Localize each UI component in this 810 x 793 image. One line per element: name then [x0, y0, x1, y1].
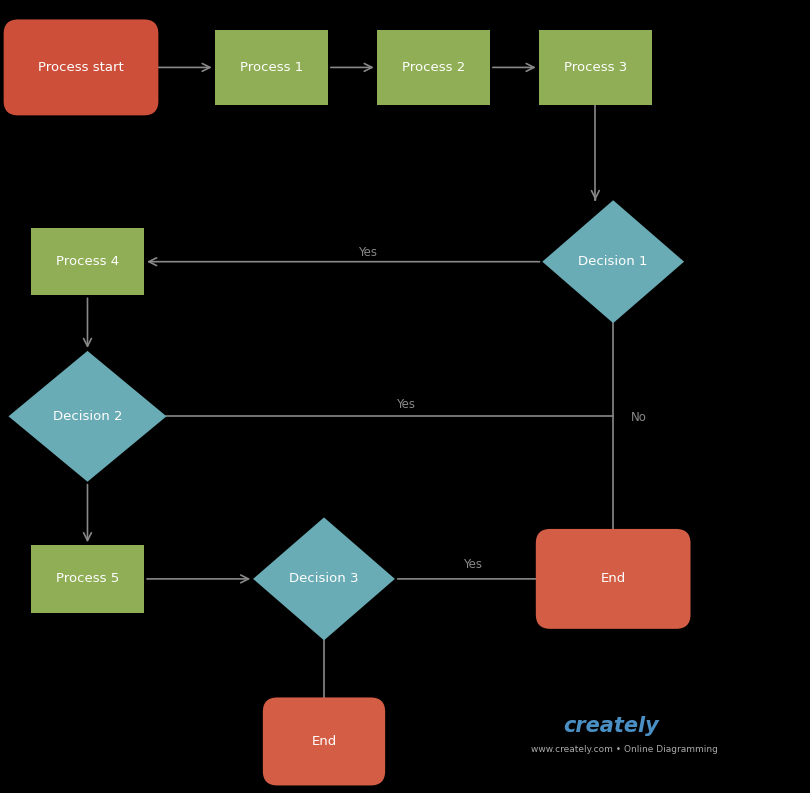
- FancyBboxPatch shape: [535, 529, 690, 629]
- Text: End: End: [600, 573, 626, 585]
- Text: Yes: Yes: [358, 246, 377, 259]
- Text: Yes: Yes: [397, 398, 416, 411]
- FancyBboxPatch shape: [31, 228, 144, 295]
- Text: Process start: Process start: [38, 61, 124, 74]
- Text: Process 1: Process 1: [240, 61, 303, 74]
- FancyBboxPatch shape: [4, 19, 159, 115]
- Text: Process 2: Process 2: [402, 61, 465, 74]
- Text: Decision 1: Decision 1: [578, 255, 648, 268]
- Polygon shape: [8, 351, 167, 482]
- Text: Process 5: Process 5: [56, 573, 119, 585]
- FancyBboxPatch shape: [377, 29, 490, 105]
- FancyBboxPatch shape: [31, 546, 144, 612]
- Text: End: End: [311, 735, 337, 748]
- Text: Yes: Yes: [463, 558, 482, 571]
- Text: Process 3: Process 3: [564, 61, 627, 74]
- FancyBboxPatch shape: [215, 29, 328, 105]
- Text: www.creately.com • Online Diagramming: www.creately.com • Online Diagramming: [531, 745, 718, 754]
- FancyBboxPatch shape: [539, 29, 652, 105]
- FancyBboxPatch shape: [262, 698, 386, 785]
- Text: 💡: 💡: [544, 714, 555, 732]
- Text: Decision 2: Decision 2: [53, 410, 122, 423]
- Text: creately: creately: [563, 715, 659, 736]
- Polygon shape: [543, 200, 684, 324]
- Text: No: No: [631, 411, 647, 423]
- Polygon shape: [253, 517, 395, 641]
- Text: Decision 3: Decision 3: [289, 573, 359, 585]
- Text: Process 4: Process 4: [56, 255, 119, 268]
